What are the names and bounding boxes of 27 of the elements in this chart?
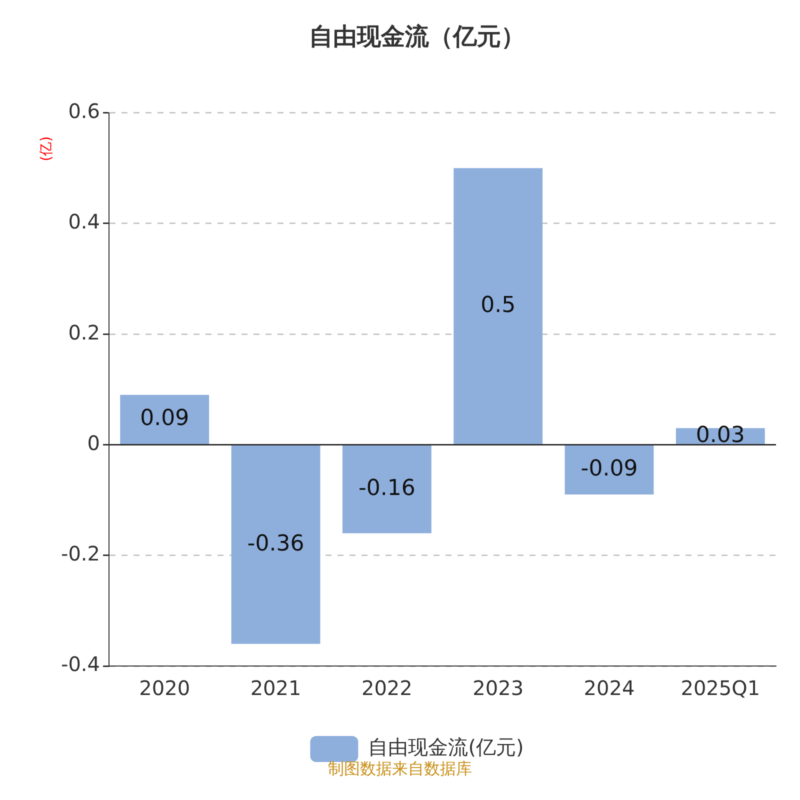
data-label: 0.03 xyxy=(696,422,745,448)
bar xyxy=(342,445,432,534)
bar xyxy=(120,394,210,444)
bar xyxy=(454,168,543,444)
data-label: -0.16 xyxy=(358,476,416,502)
chart-title: 自由现金流（亿元） xyxy=(309,22,525,51)
y-axis-title: (亿) xyxy=(38,136,55,162)
data-label: 0.09 xyxy=(140,406,190,432)
bar xyxy=(231,445,320,644)
x-tick-label: 2020 xyxy=(139,676,190,700)
x-tick-label: 2021 xyxy=(250,676,302,700)
y-tick-label: 0.6 xyxy=(68,99,100,124)
x-tick-label: 2022 xyxy=(361,676,412,700)
x-tick-label: 2025Q1 xyxy=(680,676,760,700)
legend-label: 自由现金流(亿元) xyxy=(368,735,524,760)
y-tick-label: -0.4 xyxy=(60,652,100,676)
y-tick-label: 0.2 xyxy=(68,320,100,344)
bar xyxy=(564,445,654,495)
x-tick-label: 2023 xyxy=(472,676,524,700)
data-label: -0.36 xyxy=(247,531,304,556)
y-tick-label: 0.4 xyxy=(68,210,100,234)
y-tick-label: 0 xyxy=(87,430,100,455)
data-label: -0.09 xyxy=(580,456,638,482)
y-tick-label: -0.2 xyxy=(60,542,100,566)
text: 制图数据来自数据库 xyxy=(328,759,472,778)
data-label: 0.5 xyxy=(480,292,516,318)
x-tick-label: 2024 xyxy=(584,676,635,700)
